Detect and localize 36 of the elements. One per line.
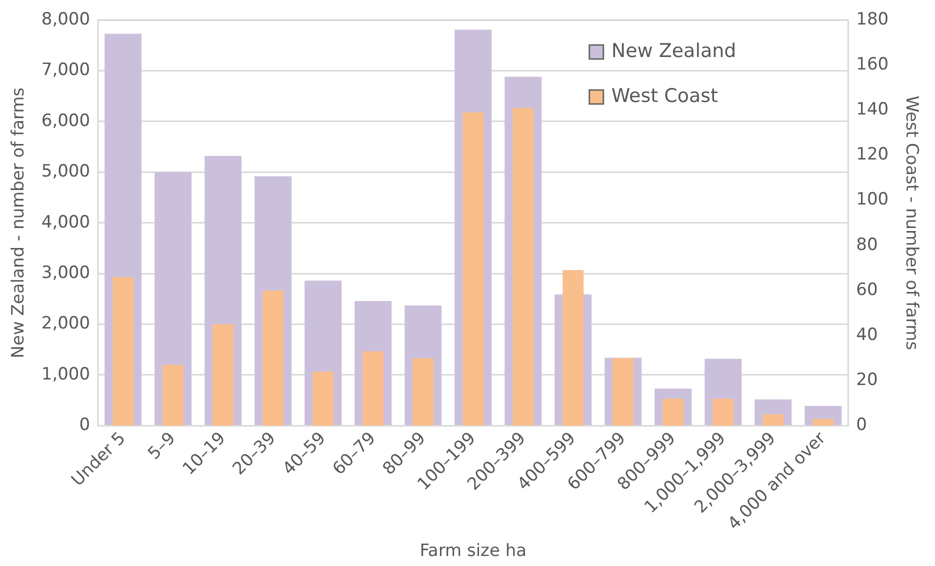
bar <box>362 351 384 426</box>
bar <box>412 358 434 426</box>
y2-tick-label: 0 <box>856 415 867 436</box>
y2-tick-label: 60 <box>856 280 878 300</box>
y2-tick-label: 160 <box>856 54 889 74</box>
y2-tick-label: 180 <box>856 9 889 30</box>
y2-tick-label: 80 <box>856 234 878 255</box>
y-tick-label: 5,000 <box>41 162 90 182</box>
y-tick-label: 7,000 <box>41 60 90 80</box>
y-axis-title: New Zealand - number of farms <box>8 87 29 358</box>
bar <box>312 372 334 426</box>
bar <box>262 290 284 426</box>
y2-tick-label: 120 <box>856 144 889 165</box>
y2-axis-title: West Coast - number of farms <box>901 96 922 350</box>
y2-tick-label: 20 <box>856 370 878 390</box>
y-tick-label: 0 <box>79 415 90 436</box>
bar <box>762 414 784 426</box>
y-tick-label: 8,000 <box>41 9 90 30</box>
bar <box>212 324 234 426</box>
legend-label: New Zealand <box>611 40 736 62</box>
bar <box>662 398 684 426</box>
y2-tick-label: 40 <box>856 324 878 345</box>
y-tick-label: 1,000 <box>41 364 90 384</box>
y-tick-label: 4,000 <box>41 212 90 232</box>
legend-label: West Coast <box>611 84 718 107</box>
y-tick-label: 6,000 <box>41 110 90 131</box>
bar <box>112 276 134 426</box>
y2-tick-label: 140 <box>856 100 889 120</box>
bar <box>812 418 834 426</box>
y-tick-label: 3,000 <box>41 262 90 283</box>
y2-tick-label: 100 <box>856 190 889 210</box>
x-axis-title: Farm size ha <box>420 541 527 562</box>
bar <box>712 398 734 426</box>
x-tick-label: 5–9 <box>144 428 180 464</box>
y-tick-label: 2,000 <box>41 314 90 334</box>
bar <box>162 364 184 426</box>
